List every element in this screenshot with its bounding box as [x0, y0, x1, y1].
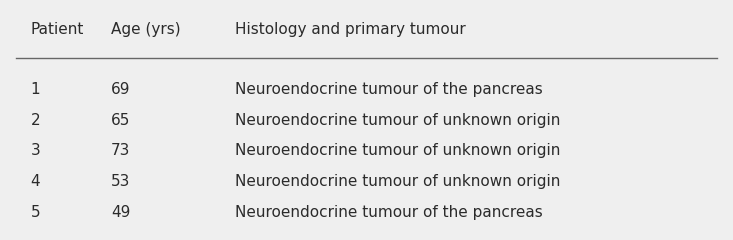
Text: Neuroendocrine tumour of unknown origin: Neuroendocrine tumour of unknown origin	[235, 174, 561, 189]
Text: 5: 5	[31, 205, 40, 220]
Text: 4: 4	[31, 174, 40, 189]
Text: Patient: Patient	[31, 22, 84, 37]
Text: 69: 69	[111, 82, 130, 97]
Text: Neuroendocrine tumour of the pancreas: Neuroendocrine tumour of the pancreas	[235, 82, 543, 97]
Text: Neuroendocrine tumour of unknown origin: Neuroendocrine tumour of unknown origin	[235, 143, 561, 158]
Text: 53: 53	[111, 174, 130, 189]
Text: 3: 3	[31, 143, 40, 158]
Text: 65: 65	[111, 113, 130, 127]
Text: 73: 73	[111, 143, 130, 158]
Text: Age (yrs): Age (yrs)	[111, 22, 180, 37]
Text: Histology and primary tumour: Histology and primary tumour	[235, 22, 465, 37]
Text: 1: 1	[31, 82, 40, 97]
Text: Neuroendocrine tumour of the pancreas: Neuroendocrine tumour of the pancreas	[235, 205, 543, 220]
Text: 2: 2	[31, 113, 40, 127]
Text: Neuroendocrine tumour of unknown origin: Neuroendocrine tumour of unknown origin	[235, 113, 561, 127]
Text: 49: 49	[111, 205, 130, 220]
